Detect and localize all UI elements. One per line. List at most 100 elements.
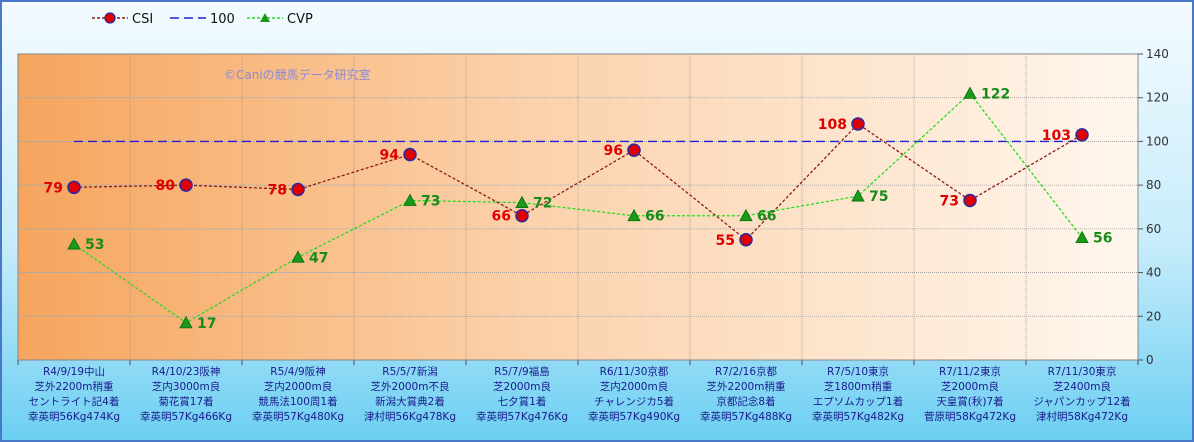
x-category-line: 幸英明57Kg466Kg	[140, 410, 232, 423]
x-category-line: 京都記念8着	[716, 395, 775, 408]
csi-marker	[515, 208, 529, 223]
cvp-data-label: 75	[869, 189, 888, 205]
x-category-label: R7/11/30東京芝2400m良ジャパンカップ12着津村明58Kg472Kg	[1033, 365, 1130, 423]
csi-data-label: 94	[380, 148, 400, 164]
cvp-marker	[963, 86, 977, 99]
legend-label: CVP	[287, 12, 313, 27]
x-category-line: 幸英明57Kg488Kg	[700, 410, 792, 423]
x-category-line: R4/10/23阪神	[152, 365, 221, 378]
cvp-marker	[1075, 230, 1089, 244]
x-category-line: R7/2/16京都	[715, 365, 778, 378]
x-category-line: 幸英明57Kg490Kg	[588, 410, 680, 423]
x-category-line: 芝1800m稍重	[824, 380, 892, 393]
csi-data-label: 96	[604, 143, 623, 159]
legend-marker	[260, 13, 270, 22]
x-category-line: R7/11/2東京	[939, 365, 1001, 378]
cvp-data-label: 66	[757, 209, 776, 225]
x-category-line: セントライト記4着	[29, 395, 120, 408]
x-category-label: R7/11/2東京芝2000m良天皇賞(秋)7着菅原明58Kg472Kg	[924, 365, 1016, 423]
csi-data-label: 55	[716, 233, 735, 249]
x-axis: R4/9/19中山芝外2200m稍重セントライト記4着幸英明56Kg474KgR…	[17, 360, 1139, 423]
csi-marker	[1075, 128, 1089, 142]
legend-label: 100	[210, 12, 235, 27]
x-category-line: エプソムカップ1着	[813, 395, 903, 408]
x-category-line: 幸英明57Kg476Kg	[476, 410, 568, 423]
cvp-marker	[67, 237, 81, 250]
csi-marker	[403, 147, 417, 162]
x-category-line: R6/11/30京都	[600, 365, 669, 378]
csi-marker	[627, 143, 641, 157]
x-category-line: 芝2400m良	[1053, 380, 1111, 393]
x-category-line: 芝内2000m良	[600, 380, 668, 393]
x-category-label: R4/9/19中山芝外2200m稍重セントライト記4着幸英明56Kg474Kg	[28, 365, 120, 423]
x-category-line: R5/7/9福島	[494, 365, 549, 378]
x-category-line: ジャパンカップ12着	[1033, 395, 1130, 408]
y-tick-label: 100	[1146, 134, 1169, 148]
x-category-line: 芝外2200m稍重	[707, 380, 786, 393]
cvp-data-label: 73	[421, 193, 440, 209]
x-category-label: R7/2/16京都芝外2200m稍重京都記念8着幸英明57Kg488Kg	[700, 365, 792, 423]
cvp-marker	[739, 208, 753, 222]
x-category-line: R5/5/7新潟	[382, 365, 437, 378]
series-layer: 53 17 47 73 72 66 66 75 122 56 79 80 78 94 66 96 55 108 73…	[44, 86, 1113, 332]
x-category-line: 芝2000m良	[493, 380, 551, 393]
cvp-data-label: 56	[1093, 231, 1112, 247]
cvp-marker	[291, 250, 305, 263]
y-tick-label: 20	[1146, 309, 1161, 323]
csi-data-label: 73	[940, 193, 959, 209]
y-axis: 0 20 40 60 80 100 120 140	[1138, 47, 1169, 367]
csi-marker	[291, 182, 305, 197]
cvp-marker	[179, 316, 193, 329]
csi-data-label: 79	[44, 180, 63, 196]
y-tick-label: 60	[1146, 222, 1161, 236]
x-category-line: 芝内3000m良	[152, 380, 220, 393]
x-category-line: 競馬法100周1着	[258, 395, 337, 408]
x-category-label: R4/10/23阪神芝内3000m良菊花賞17着幸英明57Kg466Kg	[140, 365, 232, 423]
csi-data-label: 80	[156, 178, 176, 194]
cvp-data-label: 47	[309, 250, 328, 266]
x-category-label: R5/7/9福島芝2000m良七夕賞1着幸英明57Kg476Kg	[476, 365, 568, 423]
cvp-marker	[851, 189, 865, 202]
legend-label: CSI	[132, 12, 153, 27]
csi-marker	[739, 233, 753, 247]
csi-data-label: 103	[1042, 128, 1071, 144]
x-category-label: R5/5/7新潟芝外2000m不良新潟大賞典2着津村明56Kg478Kg	[364, 365, 456, 423]
x-category-line: 幸英明57Kg482Kg	[812, 410, 904, 423]
legend-marker	[104, 12, 116, 24]
x-category-label: R6/11/30京都芝内2000m良チャレンジカ5着幸英明57Kg490Kg	[588, 365, 680, 423]
csi-data-label: 66	[492, 209, 511, 225]
x-category-line: 菅原明58Kg472Kg	[924, 411, 1016, 423]
y-tick-label: 140	[1146, 47, 1169, 61]
x-category-line: 天皇賞(秋)7着	[936, 395, 1003, 408]
cvp-data-label: 72	[533, 196, 552, 212]
csi-data-label: 108	[818, 117, 847, 133]
cvp-data-label: 53	[85, 237, 104, 253]
y-tick-label: 0	[1146, 353, 1154, 367]
x-category-line: R7/5/10東京	[827, 365, 889, 378]
csi-marker	[179, 178, 193, 192]
csi-data-label: 78	[268, 183, 287, 199]
csi-marker	[67, 180, 81, 195]
cvp-data-label: 122	[981, 86, 1010, 102]
legend: CSI 100 CVP	[92, 12, 313, 27]
x-category-line: R7/11/30東京	[1048, 365, 1117, 378]
series-csi-line	[73, 123, 1083, 241]
x-category-line: R4/9/19中山	[43, 365, 105, 378]
watermark: ©Caniの競馬データ研究室	[224, 67, 371, 82]
x-category-label: R7/5/10東京芝1800m稍重エプソムカップ1着幸英明57Kg482Kg	[812, 365, 904, 423]
csi-marker	[851, 117, 865, 131]
x-category-line: 七夕賞1着	[498, 395, 547, 408]
x-category-line: 芝外2200m稍重	[35, 380, 114, 393]
x-category-line: 芝2000m良	[941, 380, 999, 393]
cvp-marker	[515, 195, 529, 209]
series-cvp-line	[73, 92, 1083, 324]
x-category-line: チャレンジカ5着	[594, 395, 674, 408]
y-tick-label: 40	[1146, 266, 1161, 280]
cvp-data-label: 17	[197, 316, 216, 332]
x-category-label: R5/4/9阪神芝内2000m良競馬法100周1着幸英明57Kg480Kg	[252, 365, 344, 423]
x-category-line: R5/4/9阪神	[270, 365, 325, 378]
cvp-marker	[403, 193, 417, 206]
x-category-line: 津村明56Kg478Kg	[364, 410, 456, 423]
